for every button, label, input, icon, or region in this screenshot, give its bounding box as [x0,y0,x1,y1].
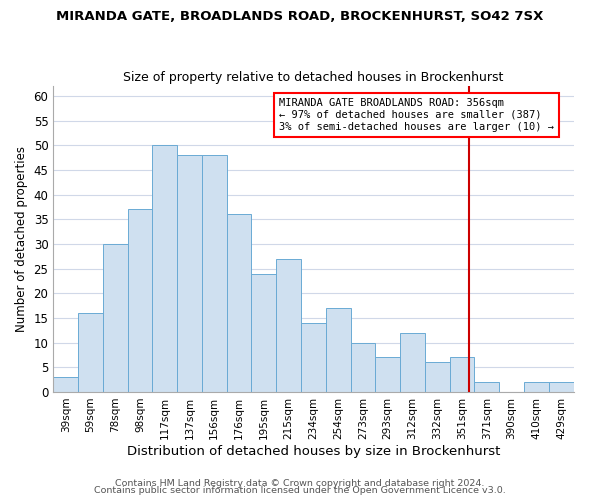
Bar [227,214,251,392]
Bar [301,323,326,392]
Text: MIRANDA GATE, BROADLANDS ROAD, BROCKENHURST, SO42 7SX: MIRANDA GATE, BROADLANDS ROAD, BROCKENHU… [56,10,544,23]
Bar [103,244,128,392]
Bar [152,146,177,392]
Bar [549,382,574,392]
X-axis label: Distribution of detached houses by size in Brockenhurst: Distribution of detached houses by size … [127,444,500,458]
Bar [276,258,301,392]
Title: Size of property relative to detached houses in Brockenhurst: Size of property relative to detached ho… [123,70,503,84]
Bar [350,342,376,392]
Bar [53,377,78,392]
Y-axis label: Number of detached properties: Number of detached properties [15,146,28,332]
Text: Contains HM Land Registry data © Crown copyright and database right 2024.: Contains HM Land Registry data © Crown c… [115,478,485,488]
Bar [475,382,499,392]
Bar [128,210,152,392]
Bar [400,333,425,392]
Bar [449,358,475,392]
Bar [251,274,276,392]
Text: MIRANDA GATE BROADLANDS ROAD: 356sqm
← 97% of detached houses are smaller (387)
: MIRANDA GATE BROADLANDS ROAD: 356sqm ← 9… [279,98,554,132]
Text: Contains public sector information licensed under the Open Government Licence v3: Contains public sector information licen… [94,486,506,495]
Bar [425,362,449,392]
Bar [376,358,400,392]
Bar [78,313,103,392]
Bar [524,382,549,392]
Bar [202,155,227,392]
Bar [177,155,202,392]
Bar [326,308,350,392]
